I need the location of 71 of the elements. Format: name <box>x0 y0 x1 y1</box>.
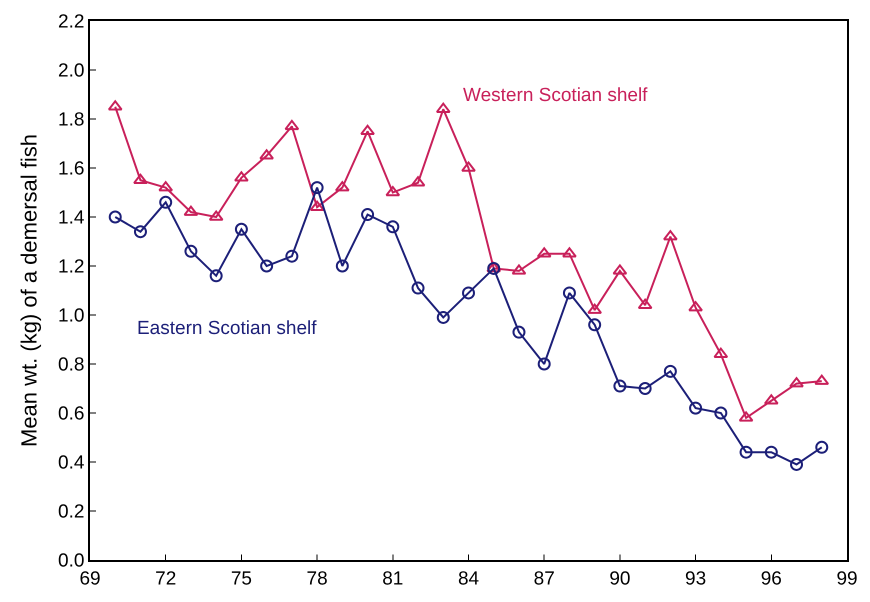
point <box>285 250 298 263</box>
point <box>790 458 804 471</box>
point <box>360 124 375 135</box>
point <box>410 176 426 186</box>
point <box>487 262 500 275</box>
x-tick-label: 87 <box>534 568 555 590</box>
point <box>184 244 198 258</box>
x-tick-label: 96 <box>760 568 782 590</box>
y-tick-label: 1.4 <box>58 208 85 229</box>
point <box>210 269 223 282</box>
point <box>538 358 551 370</box>
y-tick-label: 0.6 <box>58 404 84 425</box>
x-tick-label: 99 <box>836 568 858 590</box>
point <box>512 264 526 275</box>
y-tick-label: 2.0 <box>58 60 84 82</box>
point <box>588 318 602 332</box>
point <box>108 210 122 224</box>
point <box>386 220 400 234</box>
x-tick-label: 93 <box>685 568 706 590</box>
y-tick-label: 1.6 <box>58 158 84 180</box>
point <box>159 196 172 209</box>
text: Eastern Scotian shelf <box>137 318 318 339</box>
x-tick-label: 72 <box>155 568 176 590</box>
point <box>412 282 425 295</box>
point <box>740 446 753 459</box>
y-tick-label: 2.2 <box>58 12 84 33</box>
y-axis-title: Mean wt. (kg) of a demersal fish <box>16 134 42 448</box>
point <box>436 310 450 324</box>
point <box>638 382 652 395</box>
point <box>764 446 778 459</box>
point <box>512 326 526 339</box>
x-tick-label: 84 <box>458 568 480 590</box>
y-tick-label: 1.2 <box>58 256 84 278</box>
point <box>738 411 754 422</box>
y-tick-label: 1.8 <box>58 110 84 131</box>
point <box>260 260 274 272</box>
point <box>184 206 198 216</box>
point <box>613 380 626 393</box>
point <box>310 181 324 194</box>
point <box>562 286 576 300</box>
point <box>789 377 804 388</box>
point <box>284 120 300 130</box>
point <box>259 149 274 160</box>
point <box>714 406 728 420</box>
point <box>462 286 475 300</box>
y-tick-label: 0.2 <box>58 502 84 523</box>
x-tick-label: 78 <box>306 568 328 590</box>
point <box>663 230 678 240</box>
point <box>361 208 374 222</box>
x-tick-label: 90 <box>609 568 630 590</box>
point <box>336 260 349 272</box>
point <box>310 200 324 211</box>
point <box>461 162 476 172</box>
y-tick-label: 0.4 <box>58 452 85 474</box>
point <box>234 222 248 236</box>
point <box>688 301 703 312</box>
point <box>234 171 249 182</box>
point <box>134 225 147 238</box>
series-label: Western Scotian shelf <box>463 85 648 106</box>
point <box>612 264 628 275</box>
x-tick-label: 75 <box>230 568 252 590</box>
y-tick-label: 1.0 <box>58 306 84 327</box>
point <box>689 402 702 415</box>
point <box>638 298 652 309</box>
point <box>562 247 577 258</box>
x-tick-label: 81 <box>382 568 404 590</box>
point <box>133 174 148 184</box>
point <box>815 440 828 454</box>
point <box>486 262 502 272</box>
point <box>664 364 677 378</box>
y-tick-label: 0.8 <box>58 354 84 376</box>
